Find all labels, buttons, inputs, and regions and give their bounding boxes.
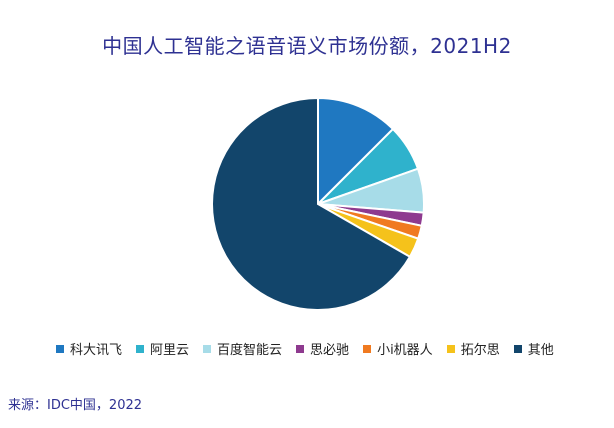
legend-item-1: 科大讯飞: [56, 339, 122, 358]
legend-label-1: 科大讯飞: [70, 343, 123, 358]
legend-item-5: 小i机器人: [363, 339, 433, 358]
legend-item-2: 阿里云: [136, 339, 189, 358]
legend-swatch-7: [513, 344, 522, 353]
legend-label-6: 拓尔思: [460, 343, 500, 358]
source-note: 来源：IDC中国，2022: [8, 398, 143, 413]
legend-swatch-6: [446, 344, 455, 353]
legend-swatch-2: [136, 344, 145, 353]
pie-slice-7: [211, 96, 412, 311]
legend-label-4: 思必驰: [310, 343, 350, 358]
legend-swatch-3: [203, 344, 212, 353]
chart-legend: 科大讯飞 阿里云 百度智能云 思必驰 小i机器人 拓尔思 其他: [56, 339, 606, 358]
chart-title: 中国人工智能之语音语义市场份额，2021H2: [102, 34, 512, 58]
pie-slice-1: [317, 96, 395, 207]
legend-item-4: 思必驰: [296, 339, 349, 358]
legend-label-2: 阿里云: [150, 343, 190, 358]
legend-swatch-4: [296, 344, 305, 353]
legend-item-3: 百度智能云: [203, 339, 282, 358]
legend-swatch-5: [363, 344, 372, 353]
legend-swatch-1: [56, 344, 64, 353]
legend-item-6: 拓尔思: [446, 339, 500, 358]
legend-item-7: 其他: [513, 339, 554, 358]
legend-label-7: 其他: [527, 343, 554, 358]
legend-label-5: 小i机器人: [377, 343, 433, 358]
legend-label-3: 百度智能云: [217, 343, 283, 358]
